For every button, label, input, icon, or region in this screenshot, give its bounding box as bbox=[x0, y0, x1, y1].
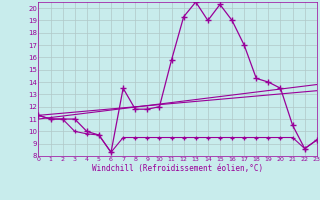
X-axis label: Windchill (Refroidissement éolien,°C): Windchill (Refroidissement éolien,°C) bbox=[92, 164, 263, 173]
